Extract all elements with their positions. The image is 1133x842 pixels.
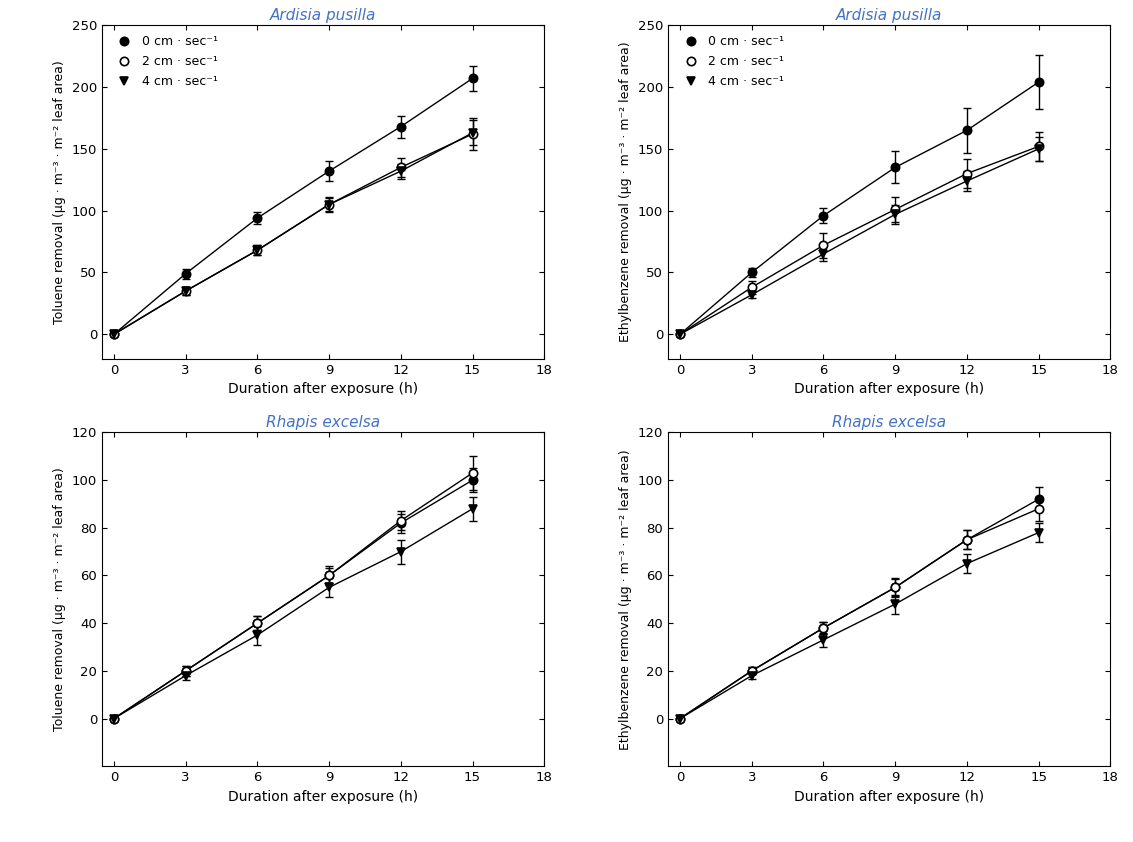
0 cm · sec⁻¹: [108, 713, 121, 723]
4 cm · sec⁻¹: [744, 290, 758, 300]
4 cm · sec⁻¹: [322, 583, 335, 593]
0 cm · sec⁻¹: [888, 163, 902, 173]
Title: Ardisia pusilla: Ardisia pusilla: [270, 8, 376, 23]
2 cm · sec⁻¹: [1032, 504, 1046, 514]
4 cm · sec⁻¹: [817, 635, 830, 645]
4 cm · sec⁻¹: [960, 558, 973, 568]
4 cm · sec⁻¹: [888, 210, 902, 220]
2 cm · sec⁻¹: [108, 713, 121, 723]
0 cm · sec⁻¹: [888, 583, 902, 593]
0 cm · sec⁻¹: [250, 618, 264, 628]
2 cm · sec⁻¹: [394, 163, 408, 173]
0 cm · sec⁻¹: [394, 121, 408, 131]
0 cm · sec⁻¹: [817, 623, 830, 633]
Line: 2 cm · sec⁻¹: 2 cm · sec⁻¹: [110, 469, 477, 722]
2 cm · sec⁻¹: [250, 245, 264, 255]
2 cm · sec⁻¹: [744, 282, 758, 292]
4 cm · sec⁻¹: [394, 166, 408, 176]
2 cm · sec⁻¹: [322, 570, 335, 580]
0 cm · sec⁻¹: [108, 329, 121, 339]
Y-axis label: Ethylbenzene removal (μg · m⁻³ · m⁻² leaf area): Ethylbenzene removal (μg · m⁻³ · m⁻² lea…: [620, 449, 632, 749]
Y-axis label: Toluene removal (μg · m⁻³ · m⁻² leaf area): Toluene removal (μg · m⁻³ · m⁻² leaf are…: [53, 61, 66, 324]
Line: 4 cm · sec⁻¹: 4 cm · sec⁻¹: [110, 129, 477, 338]
2 cm · sec⁻¹: [960, 535, 973, 545]
0 cm · sec⁻¹: [179, 269, 193, 279]
4 cm · sec⁻¹: [466, 128, 479, 138]
0 cm · sec⁻¹: [250, 213, 264, 223]
X-axis label: Duration after exposure (h): Duration after exposure (h): [794, 382, 985, 397]
Line: 0 cm · sec⁻¹: 0 cm · sec⁻¹: [110, 74, 477, 338]
Line: 2 cm · sec⁻¹: 2 cm · sec⁻¹: [676, 504, 1042, 722]
4 cm · sec⁻¹: [250, 630, 264, 640]
2 cm · sec⁻¹: [673, 713, 687, 723]
2 cm · sec⁻¹: [744, 666, 758, 676]
Legend: 0 cm · sec⁻¹, 2 cm · sec⁻¹, 4 cm · sec⁻¹: 0 cm · sec⁻¹, 2 cm · sec⁻¹, 4 cm · sec⁻¹: [674, 31, 787, 92]
2 cm · sec⁻¹: [1032, 141, 1046, 152]
4 cm · sec⁻¹: [673, 713, 687, 723]
Line: 4 cm · sec⁻¹: 4 cm · sec⁻¹: [676, 145, 1042, 338]
0 cm · sec⁻¹: [179, 666, 193, 676]
4 cm · sec⁻¹: [322, 200, 335, 210]
2 cm · sec⁻¹: [179, 666, 193, 676]
2 cm · sec⁻¹: [108, 329, 121, 339]
2 cm · sec⁻¹: [888, 205, 902, 215]
Line: 0 cm · sec⁻¹: 0 cm · sec⁻¹: [676, 495, 1042, 722]
4 cm · sec⁻¹: [817, 249, 830, 259]
Title: Ardisia pusilla: Ardisia pusilla: [836, 8, 943, 23]
4 cm · sec⁻¹: [394, 546, 408, 557]
0 cm · sec⁻¹: [673, 713, 687, 723]
Y-axis label: Toluene removal (μg · m⁻³ · m⁻² leaf area): Toluene removal (μg · m⁻³ · m⁻² leaf are…: [53, 467, 66, 731]
0 cm · sec⁻¹: [394, 518, 408, 528]
4 cm · sec⁻¹: [744, 670, 758, 680]
0 cm · sec⁻¹: [1032, 77, 1046, 88]
0 cm · sec⁻¹: [960, 125, 973, 136]
2 cm · sec⁻¹: [322, 200, 335, 210]
4 cm · sec⁻¹: [673, 329, 687, 339]
0 cm · sec⁻¹: [466, 73, 479, 83]
Title: Rhapis excelsa: Rhapis excelsa: [266, 415, 381, 430]
X-axis label: Duration after exposure (h): Duration after exposure (h): [228, 790, 418, 803]
2 cm · sec⁻¹: [466, 129, 479, 139]
Line: 0 cm · sec⁻¹: 0 cm · sec⁻¹: [110, 476, 477, 722]
2 cm · sec⁻¹: [673, 329, 687, 339]
0 cm · sec⁻¹: [744, 666, 758, 676]
4 cm · sec⁻¹: [108, 329, 121, 339]
2 cm · sec⁻¹: [817, 240, 830, 250]
0 cm · sec⁻¹: [744, 268, 758, 278]
0 cm · sec⁻¹: [1032, 494, 1046, 504]
4 cm · sec⁻¹: [1032, 144, 1046, 154]
Line: 2 cm · sec⁻¹: 2 cm · sec⁻¹: [676, 142, 1042, 338]
X-axis label: Duration after exposure (h): Duration after exposure (h): [228, 382, 418, 397]
0 cm · sec⁻¹: [322, 570, 335, 580]
X-axis label: Duration after exposure (h): Duration after exposure (h): [794, 790, 985, 803]
4 cm · sec⁻¹: [250, 245, 264, 255]
4 cm · sec⁻¹: [466, 504, 479, 514]
4 cm · sec⁻¹: [179, 670, 193, 680]
0 cm · sec⁻¹: [322, 166, 335, 176]
0 cm · sec⁻¹: [817, 210, 830, 221]
0 cm · sec⁻¹: [673, 329, 687, 339]
Line: 2 cm · sec⁻¹: 2 cm · sec⁻¹: [110, 130, 477, 338]
4 cm · sec⁻¹: [960, 176, 973, 186]
Y-axis label: Ethylbenzene removal (μg · m⁻³ · m⁻² leaf area): Ethylbenzene removal (μg · m⁻³ · m⁻² lea…: [620, 42, 632, 343]
4 cm · sec⁻¹: [179, 286, 193, 296]
0 cm · sec⁻¹: [960, 535, 973, 545]
Legend: 0 cm · sec⁻¹, 2 cm · sec⁻¹, 4 cm · sec⁻¹: 0 cm · sec⁻¹, 2 cm · sec⁻¹, 4 cm · sec⁻¹: [109, 31, 222, 92]
2 cm · sec⁻¹: [817, 623, 830, 633]
2 cm · sec⁻¹: [394, 515, 408, 525]
Title: Rhapis excelsa: Rhapis excelsa: [832, 415, 946, 430]
4 cm · sec⁻¹: [108, 713, 121, 723]
2 cm · sec⁻¹: [960, 168, 973, 179]
Line: 4 cm · sec⁻¹: 4 cm · sec⁻¹: [676, 529, 1042, 722]
2 cm · sec⁻¹: [179, 286, 193, 296]
4 cm · sec⁻¹: [1032, 528, 1046, 538]
Line: 4 cm · sec⁻¹: 4 cm · sec⁻¹: [110, 504, 477, 722]
0 cm · sec⁻¹: [466, 475, 479, 485]
2 cm · sec⁻¹: [250, 618, 264, 628]
Line: 0 cm · sec⁻¹: 0 cm · sec⁻¹: [676, 78, 1042, 338]
2 cm · sec⁻¹: [466, 468, 479, 478]
2 cm · sec⁻¹: [888, 583, 902, 593]
4 cm · sec⁻¹: [888, 599, 902, 609]
